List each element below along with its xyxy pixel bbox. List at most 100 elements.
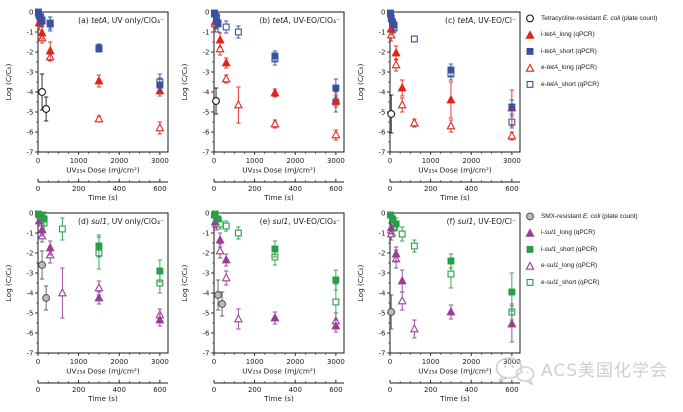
svg-text:-3: -3 <box>203 68 210 76</box>
svg-text:-6: -6 <box>203 329 211 337</box>
svg-text:-2: -2 <box>203 48 210 56</box>
series-b-i_short <box>210 10 340 98</box>
svg-text:1000: 1000 <box>246 157 264 165</box>
legend-label: e-sul1_short (qPCR) <box>541 278 600 286</box>
svg-text:Time (s): Time (s) <box>87 394 118 402</box>
svg-text:(b) tetA, UV-EO/ClO₄⁻: (b) tetA, UV-EO/ClO₄⁻ <box>259 16 340 25</box>
svg-text:Time (s): Time (s) <box>439 193 470 201</box>
svg-text:-5: -5 <box>27 309 34 317</box>
svg-text:UV₂₅₄ Dose (mJ/cm²): UV₂₅₄ Dose (mJ/cm²) <box>66 166 140 175</box>
legend-item-sul1-e_short: e-sul1_short (qPCR) <box>524 277 638 287</box>
svg-text:0: 0 <box>29 8 33 16</box>
svg-text:3000: 3000 <box>327 157 345 165</box>
svg-text:600: 600 <box>329 185 342 193</box>
svg-text:3000: 3000 <box>151 358 169 366</box>
series-d-i_short <box>34 210 164 283</box>
svg-text:0: 0 <box>388 358 392 366</box>
svg-text:2000: 2000 <box>286 358 304 366</box>
series-a-i_long <box>34 15 165 97</box>
svg-text:-5: -5 <box>379 108 386 116</box>
svg-text:1000: 1000 <box>70 358 88 366</box>
svg-text:Time (s): Time (s) <box>263 193 294 201</box>
series-b-plate <box>212 87 220 115</box>
svg-text:200: 200 <box>72 185 85 193</box>
svg-text:600: 600 <box>505 386 518 394</box>
svg-text:-1: -1 <box>379 28 386 36</box>
svg-text:-2: -2 <box>379 48 386 56</box>
legend-label: i-sul1_short (qPCR) <box>541 245 598 253</box>
svg-text:600: 600 <box>153 185 166 193</box>
svg-text:0: 0 <box>381 209 385 217</box>
svg-text:UV₂₅₄ Dose (mJ/cm²): UV₂₅₄ Dose (mJ/cm²) <box>66 367 140 376</box>
svg-text:600: 600 <box>505 185 518 193</box>
series-d-i_long <box>34 215 165 327</box>
circle-open-marker-icon <box>526 14 534 23</box>
legend-label: i-tetA_short (qPCR) <box>541 47 597 55</box>
svg-text:0: 0 <box>36 358 40 366</box>
legend-label: e-tetA_short (qPCR) <box>541 80 599 88</box>
triangle-open-marker-icon <box>525 62 535 72</box>
svg-text:Log (C/C₀): Log (C/C₀) <box>180 265 189 302</box>
svg-text:-1: -1 <box>27 229 34 237</box>
series-a-i_short <box>34 9 164 93</box>
triangle-filled-marker-icon <box>525 29 535 39</box>
svg-text:Time (s): Time (s) <box>263 394 294 402</box>
svg-text:-2: -2 <box>203 249 210 257</box>
svg-text:-3: -3 <box>379 269 386 277</box>
legend-item-sul1-plate: SMX-resistant E. coli (plate count) <box>524 211 638 221</box>
legend-item-sul1-i_long: i-sul1_long (qPCR) <box>524 227 638 238</box>
series-c-i_short <box>386 10 516 115</box>
svg-text:-6: -6 <box>27 329 35 337</box>
legend-label: i-sul1_long (qPCR) <box>541 229 596 236</box>
series-d-plate <box>38 250 51 311</box>
svg-text:Time (s): Time (s) <box>87 193 118 201</box>
svg-text:0: 0 <box>36 157 40 165</box>
legend-sul1: SMX-resistant E. coli (plate count) i-sul… <box>524 211 638 287</box>
legend-item-tetA-i_short: i-tetA_short (qPCR) <box>524 46 657 56</box>
square-filled-marker-icon <box>526 47 534 55</box>
svg-text:1000: 1000 <box>422 157 440 165</box>
svg-text:-6: -6 <box>379 329 387 337</box>
wechat-bubbles-icon <box>495 357 535 386</box>
svg-text:UV₂₅₄ Dose (mJ/cm²): UV₂₅₄ Dose (mJ/cm²) <box>242 166 316 175</box>
svg-text:-6: -6 <box>379 128 387 136</box>
svg-text:0: 0 <box>212 386 216 394</box>
svg-text:-2: -2 <box>27 48 34 56</box>
svg-text:-7: -7 <box>27 148 34 156</box>
series-e-e_short <box>211 210 340 321</box>
svg-text:2000: 2000 <box>110 157 128 165</box>
svg-text:(a) tetA, UV only/ClO₄⁻: (a) tetA, UV only/ClO₄⁻ <box>78 16 164 25</box>
svg-text:-5: -5 <box>203 108 210 116</box>
svg-text:Log (C/C₀): Log (C/C₀) <box>4 64 13 101</box>
svg-text:-7: -7 <box>203 148 210 156</box>
svg-text:-6: -6 <box>203 128 211 136</box>
svg-text:3000: 3000 <box>503 358 521 366</box>
svg-text:(f) sul1, UV-EO/Cl⁻: (f) sul1, UV-EO/Cl⁻ <box>447 217 516 226</box>
legend-item-tetA-i_long: i-tetA_long (qPCR) <box>524 29 657 40</box>
series-f-i_short <box>386 211 516 312</box>
svg-text:0: 0 <box>212 358 216 366</box>
svg-text:400: 400 <box>289 185 302 193</box>
svg-text:UV₂₅₄ Dose (mJ/cm²): UV₂₅₄ Dose (mJ/cm²) <box>418 166 492 175</box>
svg-text:1000: 1000 <box>422 358 440 366</box>
svg-text:0: 0 <box>212 157 216 165</box>
legend-item-tetA-e_long: e-tetA_long (qPCR) <box>524 62 657 73</box>
svg-text:200: 200 <box>248 386 261 394</box>
svg-text:Log (C/C₀): Log (C/C₀) <box>180 64 189 101</box>
svg-text:-4: -4 <box>27 88 35 96</box>
svg-text:200: 200 <box>72 386 85 394</box>
svg-text:3000: 3000 <box>503 157 521 165</box>
square-open-marker-icon <box>526 80 534 88</box>
svg-text:1000: 1000 <box>246 358 264 366</box>
legend-label: SMX-resistant E. coli (plate count) <box>541 212 638 220</box>
svg-text:-4: -4 <box>203 289 211 297</box>
svg-text:-4: -4 <box>27 289 35 297</box>
svg-text:400: 400 <box>465 386 478 394</box>
svg-text:-3: -3 <box>27 68 34 76</box>
svg-text:3000: 3000 <box>327 358 345 366</box>
svg-text:-2: -2 <box>379 249 386 257</box>
